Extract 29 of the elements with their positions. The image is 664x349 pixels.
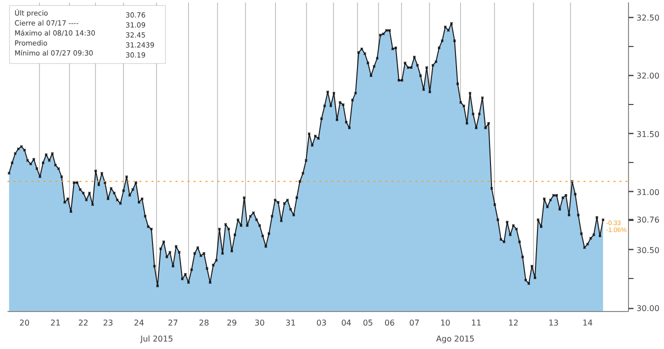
x-tick-label: 31: [286, 318, 296, 328]
x-tick-label: 07: [409, 318, 420, 328]
text: Ago 2015: [436, 334, 475, 344]
y-tick-label: 30.00: [636, 304, 660, 314]
x-tick-label: 14: [582, 318, 593, 328]
x-tick-label: 11: [471, 318, 482, 328]
y-tick-label: 30.50: [636, 246, 660, 255]
text: Jul 2015: [140, 334, 174, 344]
y-tick-label: 31.00: [636, 188, 660, 197]
x-tick-label: 27: [168, 318, 178, 328]
x-tick-label: 21: [50, 318, 61, 328]
x-tick-label: 28: [198, 318, 210, 328]
x-tick-label: 12: [508, 318, 518, 328]
x-tick-label: 23: [102, 318, 114, 328]
y-tick-label: 32.00: [636, 72, 660, 81]
x-tick-label: 30: [254, 318, 265, 328]
x-tick-label: 04: [341, 318, 352, 328]
x-tick-label: 10: [440, 318, 450, 328]
x-tick-label: 22: [78, 318, 88, 328]
y-tick-label: 31.50: [636, 130, 660, 139]
x-tick-label: 03: [316, 318, 327, 328]
y-tick-label: 30.76: [636, 216, 660, 225]
x-tick-label: 06: [384, 318, 395, 328]
x-tick-label: 24: [134, 318, 144, 328]
y-tick-label: 32.50: [636, 14, 660, 23]
x-tick-label: 05: [362, 318, 374, 328]
x-tick-label: 29: [226, 318, 237, 328]
x-tick-label: 13: [548, 318, 559, 328]
x-tick-label: 20: [19, 318, 30, 328]
